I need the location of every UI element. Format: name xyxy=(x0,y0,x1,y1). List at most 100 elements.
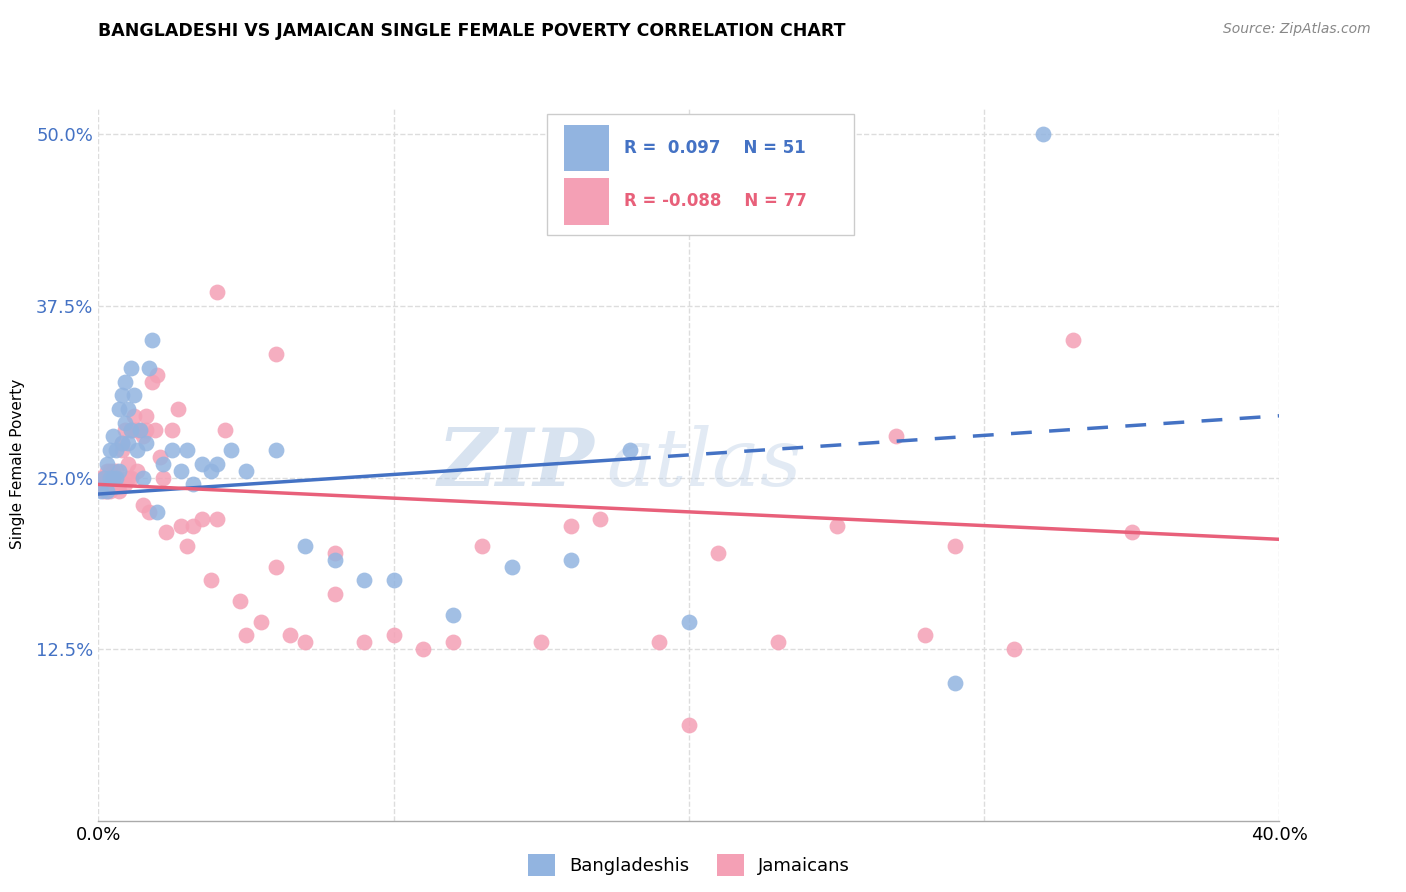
Point xyxy=(146,368,169,382)
Point xyxy=(170,518,193,533)
Point xyxy=(120,423,142,437)
Point xyxy=(114,375,136,389)
Point xyxy=(176,539,198,553)
Point xyxy=(90,484,112,499)
Point xyxy=(143,423,166,437)
Point xyxy=(943,539,966,553)
Point xyxy=(323,587,346,601)
Point xyxy=(152,457,174,471)
Point xyxy=(323,553,346,567)
Point xyxy=(96,464,118,478)
Point xyxy=(111,388,134,402)
Point xyxy=(93,470,115,484)
Point xyxy=(149,450,172,464)
Point xyxy=(170,464,193,478)
Point xyxy=(96,484,118,499)
Point xyxy=(294,635,316,649)
Point xyxy=(353,635,375,649)
Point xyxy=(619,443,641,458)
Point xyxy=(125,443,148,458)
Point xyxy=(125,464,148,478)
Point xyxy=(128,423,150,437)
Point xyxy=(229,594,252,608)
Legend: Bangladeshis, Jamaicans: Bangladeshis, Jamaicans xyxy=(520,847,858,883)
Point xyxy=(560,518,582,533)
Point xyxy=(128,423,150,437)
Point xyxy=(141,334,163,348)
Text: Source: ZipAtlas.com: Source: ZipAtlas.com xyxy=(1223,22,1371,37)
Point xyxy=(278,628,302,642)
Point xyxy=(138,505,160,519)
Point xyxy=(93,470,115,484)
Point xyxy=(105,470,128,484)
Point xyxy=(96,457,118,471)
Point xyxy=(294,539,316,553)
Point xyxy=(678,615,700,629)
Point xyxy=(181,477,204,491)
Point xyxy=(1121,525,1143,540)
Y-axis label: Single Female Poverty: Single Female Poverty xyxy=(10,379,25,549)
Point xyxy=(98,484,121,499)
Point xyxy=(214,423,236,437)
Point xyxy=(1032,128,1054,142)
Point xyxy=(152,470,174,484)
Point xyxy=(176,443,198,458)
Point xyxy=(114,416,136,430)
Point xyxy=(105,470,128,484)
Point xyxy=(105,443,128,458)
Point xyxy=(120,423,142,437)
Point xyxy=(167,401,190,416)
Point xyxy=(122,423,145,437)
Point xyxy=(155,525,177,540)
Point xyxy=(93,484,115,499)
Point xyxy=(105,464,128,478)
Point xyxy=(114,423,136,437)
Point xyxy=(103,477,125,491)
Point xyxy=(943,676,966,690)
Point xyxy=(264,559,287,574)
Point xyxy=(1062,334,1084,348)
Point xyxy=(135,409,157,423)
Point xyxy=(914,628,936,642)
Point xyxy=(235,628,257,642)
Point xyxy=(90,477,112,491)
Point xyxy=(530,635,553,649)
Point xyxy=(98,464,121,478)
Point xyxy=(162,423,183,437)
Point xyxy=(132,429,155,443)
Point xyxy=(471,539,494,553)
Point xyxy=(1002,642,1025,657)
Point xyxy=(135,423,157,437)
Point xyxy=(111,436,134,450)
Point xyxy=(114,477,136,491)
Point xyxy=(884,429,907,443)
Point xyxy=(200,464,222,478)
Point xyxy=(648,635,671,649)
Point xyxy=(250,615,273,629)
Point xyxy=(141,375,163,389)
Text: BANGLADESHI VS JAMAICAN SINGLE FEMALE POVERTY CORRELATION CHART: BANGLADESHI VS JAMAICAN SINGLE FEMALE PO… xyxy=(98,22,846,40)
Point xyxy=(135,436,157,450)
Point xyxy=(138,360,160,375)
Point xyxy=(98,443,121,458)
Point xyxy=(162,443,183,458)
Point xyxy=(120,360,142,375)
Point xyxy=(98,470,121,484)
Point xyxy=(589,512,612,526)
Point xyxy=(205,285,228,300)
Point xyxy=(766,635,789,649)
Point xyxy=(120,470,142,484)
Point xyxy=(103,464,125,478)
Point xyxy=(125,423,148,437)
Text: ZIP: ZIP xyxy=(437,425,595,502)
Point xyxy=(122,409,145,423)
Point xyxy=(122,388,145,402)
Point xyxy=(108,464,131,478)
Point xyxy=(191,512,214,526)
Point xyxy=(200,574,222,588)
Point xyxy=(219,443,242,458)
Point xyxy=(117,401,139,416)
Point xyxy=(181,518,204,533)
Point xyxy=(132,498,155,512)
Point xyxy=(796,210,818,224)
